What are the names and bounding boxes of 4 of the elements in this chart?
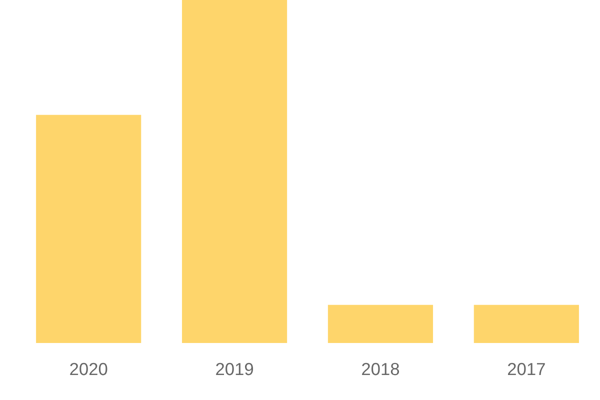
x-tick-label: 2020 — [70, 362, 108, 376]
x-tick-label: 2019 — [216, 362, 254, 376]
x-tick-label: 2018 — [362, 362, 400, 376]
x-tick-label: 2017 — [508, 362, 545, 376]
